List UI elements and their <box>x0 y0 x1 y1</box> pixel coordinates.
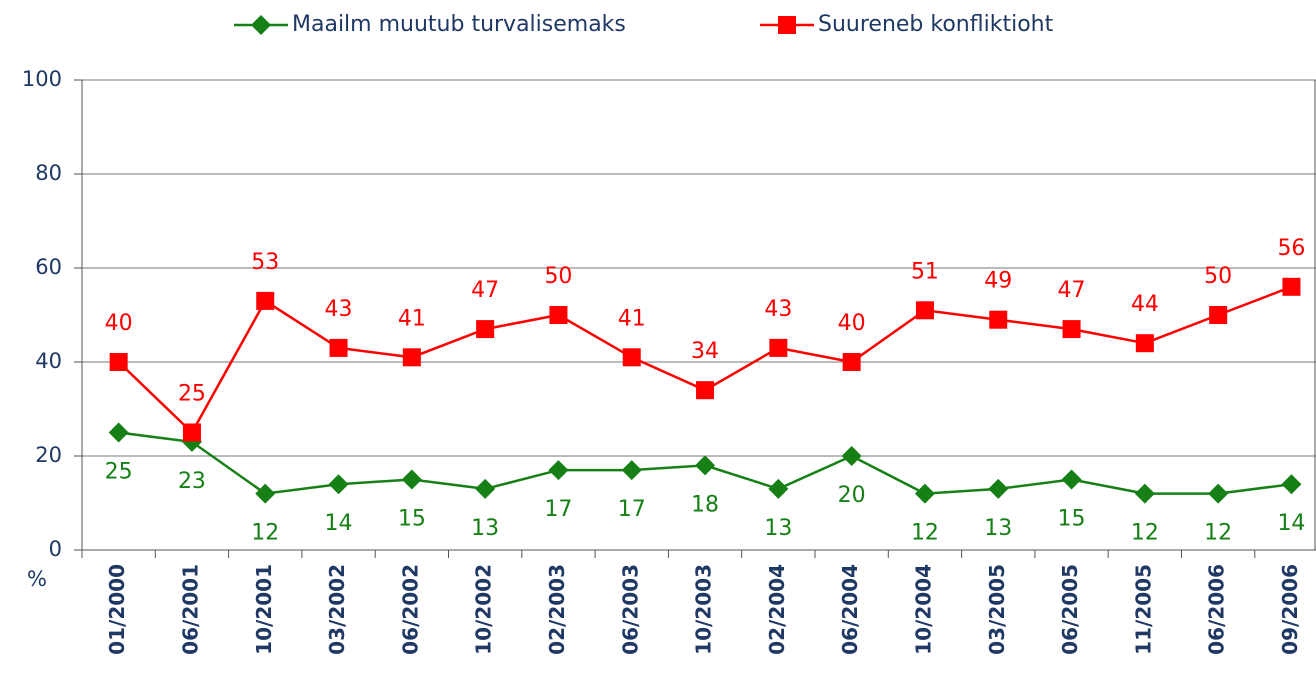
x-tick-label: 11/2005 <box>1131 564 1155 655</box>
point <box>989 310 1008 329</box>
legend-label: Maailm muutub turvalisemaks <box>292 12 626 37</box>
data-label: 17 <box>618 497 646 522</box>
point <box>914 483 935 504</box>
data-label: 50 <box>1204 264 1232 289</box>
x-tick-label: 10/2001 <box>252 564 276 655</box>
data-label: 14 <box>325 511 353 536</box>
point <box>696 381 715 400</box>
point <box>255 483 276 504</box>
point <box>915 301 934 320</box>
x-tick-label: 06/2002 <box>398 564 422 655</box>
data-label: 51 <box>911 259 939 284</box>
x-tick-label: 06/2005 <box>1058 564 1082 655</box>
point <box>695 455 716 476</box>
point <box>988 478 1009 499</box>
legend-marker <box>251 15 271 35</box>
point <box>476 320 495 339</box>
point <box>841 446 862 466</box>
point <box>329 338 348 357</box>
point <box>1062 320 1081 339</box>
y-axis-label: % <box>27 567 47 591</box>
y-tick-label: 40 <box>35 349 62 373</box>
point <box>1209 306 1228 324</box>
x-tick-label: 06/2004 <box>838 564 862 655</box>
point <box>1061 469 1082 490</box>
x-tick-label: 01/2000 <box>105 564 129 655</box>
point <box>109 353 128 371</box>
data-label: 12 <box>1204 521 1232 546</box>
data-label: 13 <box>984 516 1012 541</box>
data-label: 20 <box>838 483 866 508</box>
point <box>256 291 275 310</box>
data-label: 47 <box>1058 278 1086 303</box>
point <box>401 469 422 490</box>
y-tick-label: 100 <box>22 67 62 91</box>
data-label: 40 <box>838 311 866 336</box>
point <box>1134 483 1155 504</box>
data-label: 12 <box>911 521 939 546</box>
data-label: 56 <box>1277 236 1305 261</box>
x-tick-label: 03/2005 <box>985 564 1009 655</box>
data-label: 15 <box>1058 507 1086 532</box>
point <box>1282 277 1301 296</box>
x-tick-label: 10/2004 <box>911 564 935 655</box>
data-label: 43 <box>325 297 353 322</box>
data-label: 34 <box>691 339 719 364</box>
data-label: 40 <box>105 311 133 336</box>
data-label: 15 <box>398 507 426 532</box>
data-label: 25 <box>105 460 133 485</box>
legend-marker <box>778 16 796 34</box>
data-label: 13 <box>471 516 499 541</box>
x-tick-label: 02/2003 <box>545 564 569 655</box>
data-label: 44 <box>1131 292 1159 317</box>
y-tick-label: 80 <box>35 161 62 185</box>
point <box>768 478 789 499</box>
point <box>475 478 496 499</box>
point <box>621 460 642 481</box>
x-tick-label: 06/2003 <box>618 564 642 655</box>
data-label: 17 <box>544 497 572 522</box>
point <box>108 422 129 443</box>
data-label: 41 <box>618 306 646 331</box>
data-label: 14 <box>1277 511 1305 536</box>
point <box>1135 334 1154 353</box>
x-tick-label: 09/2006 <box>1278 564 1302 655</box>
data-label: 49 <box>984 269 1012 294</box>
x-tick-label: 06/2006 <box>1205 564 1229 655</box>
x-tick-label: 10/2003 <box>692 564 716 655</box>
legend-label: Suureneb konfliktioht <box>818 12 1054 37</box>
y-tick-label: 20 <box>35 443 62 467</box>
data-label: 53 <box>251 250 279 275</box>
data-label: 41 <box>398 306 426 331</box>
point <box>402 348 421 367</box>
x-tick-label: 02/2004 <box>765 564 789 655</box>
point <box>1281 474 1302 495</box>
data-label: 18 <box>691 492 719 517</box>
point <box>1208 483 1229 504</box>
point <box>549 306 568 324</box>
point <box>842 353 861 371</box>
point <box>328 474 349 495</box>
point <box>769 338 788 357</box>
data-label: 12 <box>1131 521 1159 546</box>
point <box>622 348 641 367</box>
y-tick-label: 0 <box>49 537 62 561</box>
x-tick-label: 03/2002 <box>325 564 349 655</box>
data-label: 23 <box>178 469 206 494</box>
point <box>182 423 201 442</box>
x-tick-label: 10/2002 <box>472 564 496 655</box>
data-label: 25 <box>178 382 206 407</box>
data-label: 13 <box>764 516 792 541</box>
data-label: 47 <box>471 278 499 303</box>
point <box>548 460 569 481</box>
data-label: 50 <box>544 264 572 289</box>
y-tick-label: 60 <box>35 255 62 279</box>
data-label: 43 <box>764 297 792 322</box>
x-tick-label: 06/2001 <box>178 564 202 655</box>
data-label: 12 <box>251 521 279 546</box>
